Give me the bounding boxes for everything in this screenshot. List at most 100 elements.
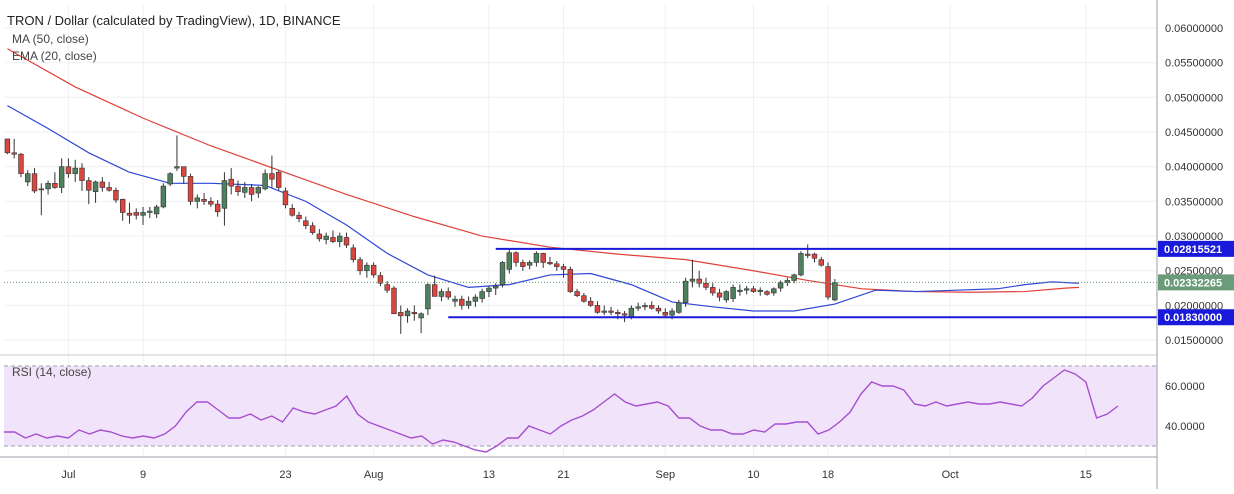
candle-body: [465, 300, 472, 306]
candle-body: [99, 181, 106, 188]
time-tick-label: 9: [140, 469, 146, 481]
candle-body: [113, 189, 119, 201]
price-tick-label: 0.03000000: [1165, 231, 1223, 243]
candle-body: [357, 259, 363, 272]
ma-legend: MA (50, close): [12, 32, 89, 46]
last-price-label: 0.02332265: [1164, 277, 1222, 289]
candle-body: [153, 206, 160, 215]
time-tick-label: 10: [747, 469, 759, 481]
candle-body: [147, 210, 153, 213]
candle-body: [126, 212, 133, 216]
candle-body: [309, 225, 316, 233]
time-tick-label: Aug: [364, 469, 384, 481]
level-label-bg: [1158, 309, 1234, 326]
candle-body: [459, 298, 465, 306]
candle-body: [743, 288, 750, 291]
candle-body: [479, 291, 485, 299]
last-price-bg: [1158, 274, 1234, 291]
candle-body: [540, 253, 546, 263]
candle-body: [676, 302, 682, 313]
candle-body: [58, 166, 65, 188]
candle-body: [45, 183, 51, 190]
candle-body: [445, 291, 451, 298]
candle-body: [187, 176, 194, 202]
candle-body: [486, 287, 492, 292]
candle-body: [737, 289, 743, 292]
time-tick-label: 18: [822, 469, 834, 481]
candle-body: [133, 212, 139, 216]
candle-body: [370, 264, 377, 276]
candle-body: [404, 310, 411, 317]
candle-body: [513, 252, 519, 263]
candle-body: [18, 153, 24, 174]
candle-body: [201, 198, 207, 202]
candle-body: [621, 313, 628, 316]
candle-body: [316, 233, 323, 240]
candle-body: [757, 289, 763, 292]
candle-body: [649, 305, 655, 309]
candle-body: [689, 278, 696, 282]
level-label: 0.02815521: [1164, 244, 1222, 256]
candle-body: [431, 284, 438, 297]
candle-body: [418, 313, 424, 319]
candle-body: [350, 247, 356, 260]
candle-body: [425, 284, 431, 310]
candle-body: [38, 188, 45, 191]
candle-body: [377, 275, 384, 284]
candle-body: [296, 214, 302, 220]
candle-body: [506, 252, 512, 270]
candle-body: [79, 167, 85, 181]
candle-body: [642, 305, 648, 308]
candle-body: [235, 185, 241, 192]
candle-body: [608, 310, 614, 313]
ema-legend: EMA (20, close): [12, 49, 97, 63]
candle-body: [65, 166, 72, 174]
rsi-band-area: [4, 366, 1157, 446]
candle-body: [167, 173, 173, 185]
candle-body: [31, 173, 38, 192]
candle-body: [526, 262, 533, 266]
candle-body: [194, 197, 200, 202]
candle-body: [818, 259, 824, 266]
candle-body: [25, 173, 31, 183]
candle-body: [269, 173, 275, 180]
time-tick-label: 21: [557, 469, 569, 481]
candles: [4, 135, 838, 334]
time-tick-label: Oct: [942, 469, 959, 481]
candle-body: [669, 310, 675, 316]
rsi-legend: RSI (14, close): [12, 365, 91, 379]
candle-body: [723, 291, 730, 301]
rsi-path: [4, 369, 1119, 453]
price-tick-label: 0.06000000: [1165, 23, 1223, 35]
price-tick-label: 0.04500000: [1165, 127, 1223, 139]
price-tick-label: 0.03500000: [1165, 196, 1223, 208]
level-label-bg: [1158, 240, 1234, 257]
time-tick-label: 13: [483, 469, 495, 481]
candle-body: [581, 295, 587, 302]
candle-body: [364, 264, 370, 272]
candle-body: [601, 310, 607, 313]
candle-body: [119, 198, 126, 213]
candle-body: [140, 212, 146, 216]
candle-body: [811, 253, 818, 259]
candle-body: [11, 152, 17, 155]
ma50-path: [7, 48, 1080, 293]
candle-body: [208, 201, 214, 205]
candle-body: [533, 253, 540, 263]
time-tick-label: Jul: [61, 469, 75, 481]
candle-body: [710, 287, 716, 294]
candle-body: [72, 167, 78, 174]
rsi-tick-label: 60.0000: [1165, 381, 1205, 393]
candle-body: [106, 187, 112, 191]
candle-body: [730, 287, 736, 299]
ma50-line: [7, 48, 1080, 293]
candle-body: [750, 288, 757, 292]
candle-body: [384, 284, 390, 291]
candle-body: [574, 291, 580, 297]
candle-body: [160, 185, 167, 208]
candle-body: [716, 292, 723, 298]
candle-body: [4, 138, 11, 154]
candle-body: [764, 291, 770, 295]
